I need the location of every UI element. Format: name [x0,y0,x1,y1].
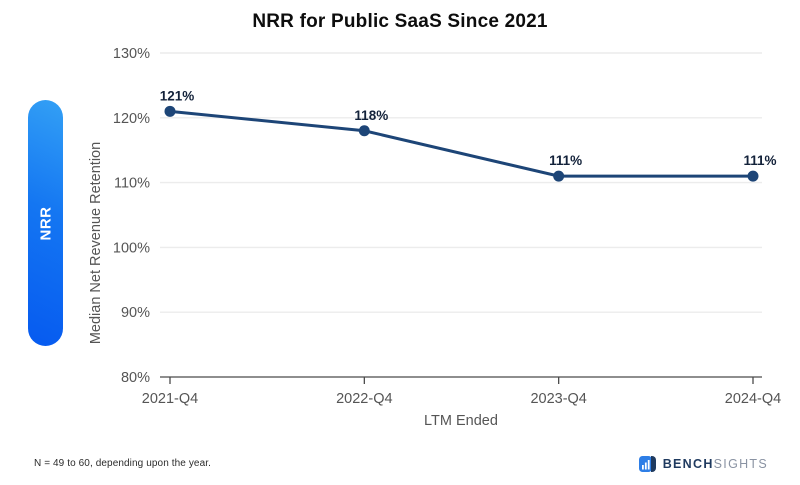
data-point-marker [553,170,565,182]
y-tick-label: 90% [121,305,150,321]
x-tick-label: 2023-Q4 [530,391,586,407]
x-tick-label: 2022-Q4 [336,391,392,407]
data-point-label: 111% [549,153,582,168]
y-tick-label: 110% [114,176,150,192]
logo-text-sights: SIGHTS [713,457,768,471]
y-tick-label: 100% [113,240,150,256]
benchsights-logo-icon [638,456,656,472]
y-tick-label: 120% [113,111,150,127]
nrr-pill-badge: NRR [28,100,63,346]
y-tick-label: 130% [113,46,150,62]
logo-text-bench: BENCH [662,457,714,471]
data-point-label: 111% [743,153,776,168]
data-point-label: 121% [160,88,195,103]
x-tick-label: 2024-Q4 [725,391,781,407]
x-axis-title: LTM Ended [424,413,498,429]
benchsights-logo: BENCHSIGHTS [638,455,768,473]
data-point-marker [747,170,759,182]
y-axis-title: Median Net Revenue Retention [88,142,104,344]
sample-size-note: N = 49 to 60, depending upon the year. [34,458,211,469]
x-tick-label: 2021-Q4 [142,391,198,407]
data-point-marker [358,125,370,137]
nrr-series-line [168,109,755,178]
data-point-label: 118% [354,108,388,123]
benchsights-logo-text: BENCHSIGHTS [663,457,768,471]
chart-title: NRR for Public SaaS Since 2021 [252,11,548,32]
y-tick-label: 80% [121,370,150,386]
data-point-marker [164,105,176,117]
